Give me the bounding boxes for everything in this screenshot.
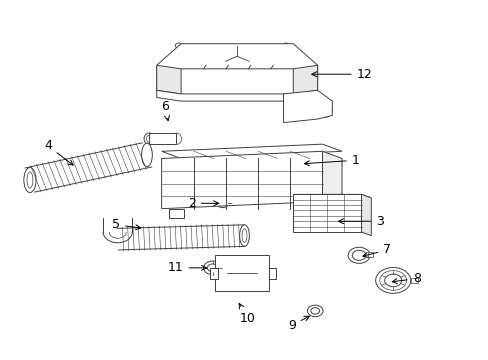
Ellipse shape: [142, 143, 152, 167]
Polygon shape: [157, 44, 317, 90]
Text: 11: 11: [167, 261, 206, 274]
Text: 8: 8: [391, 272, 420, 285]
Polygon shape: [161, 144, 341, 158]
Polygon shape: [293, 65, 317, 94]
Polygon shape: [300, 209, 315, 218]
Polygon shape: [149, 134, 176, 144]
Text: 6: 6: [161, 100, 169, 121]
Ellipse shape: [239, 225, 249, 246]
Polygon shape: [215, 255, 268, 291]
Ellipse shape: [144, 133, 155, 144]
Text: 2: 2: [187, 197, 218, 210]
Text: 1: 1: [304, 154, 359, 167]
Polygon shape: [210, 268, 217, 279]
Polygon shape: [293, 194, 361, 232]
Polygon shape: [157, 90, 317, 101]
Polygon shape: [161, 151, 322, 209]
Polygon shape: [293, 194, 370, 198]
Text: 12: 12: [311, 68, 372, 81]
Polygon shape: [168, 209, 183, 218]
Text: 4: 4: [44, 139, 73, 165]
Polygon shape: [157, 65, 181, 94]
Polygon shape: [361, 194, 370, 235]
Text: 7: 7: [362, 243, 391, 257]
Polygon shape: [367, 252, 372, 257]
Polygon shape: [283, 90, 331, 123]
Text: 5: 5: [112, 218, 141, 231]
Polygon shape: [268, 268, 276, 279]
Text: 3: 3: [338, 215, 383, 228]
Ellipse shape: [24, 167, 36, 193]
Polygon shape: [410, 278, 417, 283]
Text: 10: 10: [239, 303, 255, 325]
Text: 9: 9: [287, 316, 309, 332]
Polygon shape: [322, 151, 341, 209]
